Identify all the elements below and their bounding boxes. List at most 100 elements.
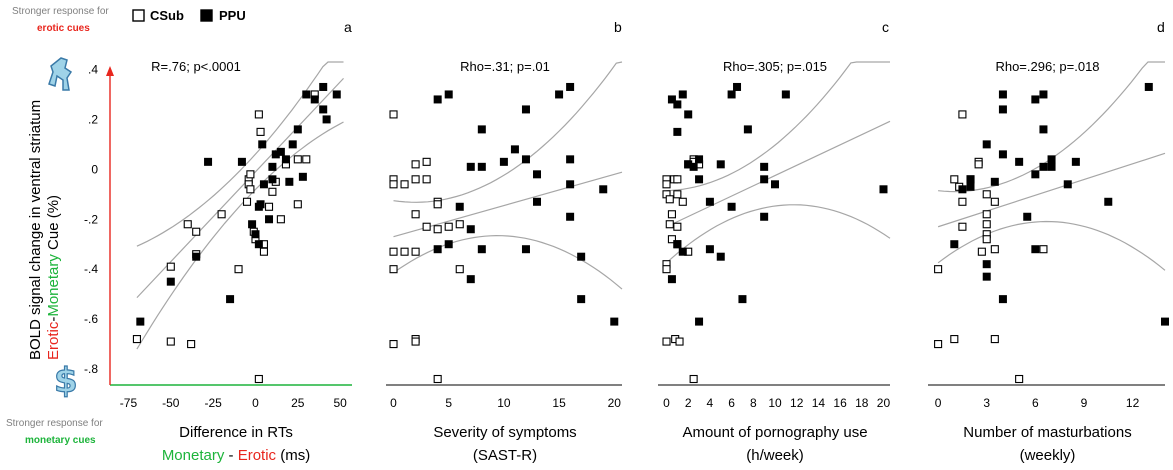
panel-annotation: R=.76; p<.0001 [151,59,241,74]
ppu-point [577,252,586,261]
csub-point [990,245,999,254]
ppu-point [268,162,277,171]
x-tick-label: 50 [333,396,347,410]
csub-point [254,110,263,119]
ppu-point [248,220,257,229]
x-tick-label: 4 [707,396,714,410]
csub-point [662,337,671,346]
ppu-point [302,90,311,99]
ppu-point [192,252,201,261]
csub-point [234,265,243,274]
y-axis-arrow [106,66,114,76]
ppu-point [695,175,704,184]
x-tick-label: 9 [1081,396,1088,410]
ppu-point [281,155,290,164]
ppu-point [259,180,268,189]
ppu-point [1063,180,1072,189]
csub-point [411,247,420,256]
ppu-point [705,197,714,206]
ppu-point [319,82,328,91]
ppu-point [251,230,260,239]
y-tick-label: -.2 [84,212,98,226]
bottom-note-line2: monetary cues [25,435,96,446]
x-tick-label: 5 [445,396,452,410]
x-tick-label: 15 [552,396,566,410]
panel-a: a R=.76; p<.0001 .4 .2 0 -.2 -.4 -.6 -.8 -75 -50 -2… [84,19,352,464]
csub-point [678,197,687,206]
csub-point [242,197,252,206]
ppu-point [577,295,586,304]
csub-point [433,374,442,384]
csub-point [958,222,967,231]
ppu-point [760,175,769,184]
ppu-point [204,157,213,166]
csub-point [276,215,285,224]
csub-point [256,127,265,136]
x-tick-label: 6 [1032,396,1039,410]
ppu-point [466,275,475,284]
x-tick-label: 14 [812,396,826,410]
ppu-point [521,105,530,114]
ppu-point [1039,162,1048,171]
x-tick-label: 20 [608,396,622,410]
csub-point [675,337,684,346]
legend-ppu-label: PPU [219,8,246,23]
ppu-point [136,317,145,326]
csub-point [411,337,420,346]
csub-point [422,222,431,231]
ppu-point [166,277,175,286]
x-tick-label: 0 [663,396,670,410]
x-axis-label: Number of masturbations [963,424,1131,441]
ppu-point [258,140,267,149]
csub-point [673,222,682,231]
regression-line [666,120,891,228]
csub-point [302,155,311,164]
ppu-point [673,240,682,249]
ppu-point [733,82,742,91]
ppu-point [455,202,464,211]
csub-point [183,220,192,229]
csub-point [982,220,991,229]
csub-point [934,265,943,274]
ppu-point [716,252,725,261]
csub-point [254,374,263,384]
csub-point [673,175,682,184]
x-axis-sublabel: (h/week) [746,447,804,464]
csub-point [950,175,959,184]
panel-letter: c [882,19,889,35]
csub-point [166,262,175,271]
x-tick-label: 2 [685,396,692,410]
x-tick-label: 8 [750,396,757,410]
csub-point [1015,374,1024,384]
ppu-point [1071,157,1080,166]
ppu-point [1031,245,1040,254]
csub-point [982,210,991,219]
ppu-point [332,90,341,99]
ppu-point [566,155,575,164]
ppu-point [610,317,619,326]
ppu-point [738,295,747,304]
x-tick-label: 6 [728,396,735,410]
y-tick-label: .2 [88,112,98,126]
ppu-point [1144,82,1153,91]
x-tick-label: 18 [855,396,869,410]
y-tick-label: -.8 [84,362,98,376]
csub-point [950,335,959,344]
csub-point [662,265,671,274]
csub-point [268,187,277,196]
legend-csub-marker [132,9,145,22]
y-tick-label: -.6 [84,312,98,326]
csub-point [990,335,999,344]
x-axis-sublabel: (SAST-R) [473,447,537,464]
csub-point [389,340,398,349]
x-tick-label: 12 [1126,396,1140,410]
csub-point [400,180,409,189]
x-tick-label: -50 [162,396,180,410]
ppu-point [319,105,328,114]
ppu-point [667,95,676,104]
top-note-line2: erotic cues [37,23,90,34]
panel-annotation: Rho=.31; p=.01 [460,59,550,74]
csub-point [246,170,255,179]
ppu-point [265,215,274,224]
ppu-point [998,105,1007,114]
